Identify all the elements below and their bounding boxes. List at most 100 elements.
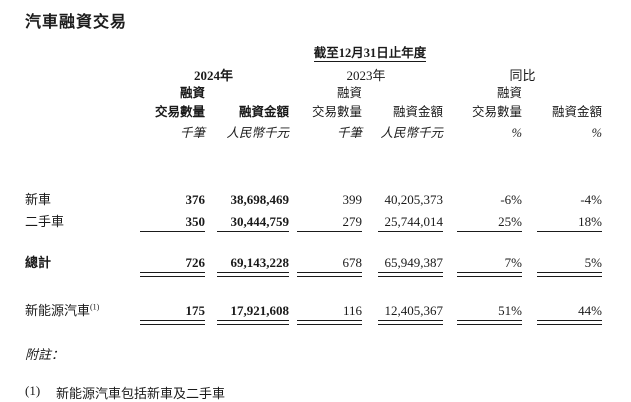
cell-value: 25,744,014 bbox=[378, 215, 443, 232]
cell-amount-yoy: -4% bbox=[522, 185, 602, 206]
units-row: 千筆 人民幣千元 千筆 人民幣千元 % % bbox=[25, 118, 602, 139]
cell-volume-2024: 726 bbox=[138, 249, 205, 277]
cell-value: -6% bbox=[500, 192, 522, 207]
cell-volume-2023: 279 bbox=[289, 206, 362, 232]
cell-value: 7% bbox=[457, 256, 522, 277]
cell-value: 376 bbox=[185, 192, 206, 207]
cell-volume-yoy: -6% bbox=[443, 185, 522, 206]
year-header-row: 2024年 2023年 同比 bbox=[25, 62, 602, 82]
unit-label: 千筆 bbox=[179, 125, 205, 140]
financing-label-2023: 融資 bbox=[289, 82, 362, 99]
cell-value: 38,698,469 bbox=[230, 192, 290, 207]
empty-cell bbox=[522, 82, 602, 99]
cell-value: 44% bbox=[537, 304, 603, 325]
unit-label: % bbox=[591, 125, 603, 140]
financing-label-2024: 融資 bbox=[138, 82, 205, 99]
cell-value: 678 bbox=[297, 256, 362, 277]
note-item: (1) 新能源汽車包括新車及二手車 bbox=[25, 383, 225, 402]
cell-value: -4% bbox=[580, 192, 603, 207]
cell-amount-2023: 65,949,387 bbox=[362, 249, 443, 277]
cell-value: 18% bbox=[537, 215, 603, 232]
financing-label: 融資 bbox=[336, 85, 362, 100]
cell-amount-2023: 40,205,373 bbox=[362, 185, 444, 207]
header-volume-2024: 交易數量 bbox=[138, 99, 205, 118]
header-volume-yoy: 交易數量 bbox=[443, 99, 522, 118]
unit-pct-amount: % bbox=[522, 118, 602, 139]
cell-amount-yoy: 44% bbox=[522, 297, 603, 325]
cell-value: 17,921,608 bbox=[217, 304, 289, 325]
unit-thousand-2023: 千筆 bbox=[289, 118, 362, 139]
cell-value: 40,205,373 bbox=[384, 192, 444, 207]
row-label: 新車 bbox=[25, 192, 52, 207]
empty-cell bbox=[362, 82, 443, 99]
cell-value: 279 bbox=[297, 215, 362, 232]
cell-volume-2024: 350 bbox=[138, 206, 205, 232]
row-label: 總計 bbox=[25, 255, 52, 270]
header-amount-2023: 融資金額 bbox=[362, 99, 443, 118]
empty-cell bbox=[25, 62, 138, 82]
cell-volume-yoy: 51% bbox=[443, 297, 522, 325]
volume-header: 交易數量 bbox=[311, 104, 362, 119]
empty-cell bbox=[25, 99, 138, 118]
header-amount-2024: 融資金額 bbox=[205, 99, 289, 118]
table-row-used-car: 二手車 350 30,444,759 279 25,744,014 25% 18… bbox=[25, 206, 603, 232]
row-label: 二手車 bbox=[25, 214, 65, 229]
year-2023: 2023年 bbox=[346, 68, 386, 83]
unit-rmb-2023: 人民幣千元 bbox=[362, 118, 443, 139]
cell-amount-2023: 25,744,014 bbox=[362, 206, 443, 232]
volume-header: 交易數量 bbox=[154, 104, 205, 119]
cell-value: 65,949,387 bbox=[378, 256, 443, 277]
note-marker: (1) bbox=[25, 383, 41, 398]
empty-cell bbox=[205, 82, 289, 99]
period-header: 截至12月31日止年度 bbox=[313, 46, 427, 62]
empty-cell bbox=[25, 42, 138, 62]
header-volume-2023: 交易數量 bbox=[289, 99, 362, 118]
cell-volume-2024: 175 bbox=[138, 297, 205, 325]
row-label: 新能源汽車(1) bbox=[25, 297, 138, 317]
auto-financing-table: 截至12月31日止年度 2024年 2023年 同比 融資 融資 融資 交易數量… bbox=[25, 42, 603, 325]
cell-volume-2023: 399 bbox=[289, 185, 363, 206]
empty-cell bbox=[25, 82, 138, 99]
empty-cell bbox=[25, 118, 138, 139]
spacer-row bbox=[25, 139, 602, 185]
cell-amount-yoy: 18% bbox=[522, 206, 603, 232]
financing-label-yoy: 融資 bbox=[443, 82, 522, 99]
cell-value: 350 bbox=[140, 215, 205, 232]
note-text: 新能源汽車包括新車及二手車 bbox=[56, 386, 226, 401]
cell-amount-2024: 30,444,759 bbox=[205, 206, 289, 232]
amount-header: 融資金額 bbox=[238, 104, 289, 119]
notes-section: 附註： (1) 新能源汽車包括新車及二手車 bbox=[25, 344, 225, 402]
year-2024: 2024年 bbox=[193, 68, 233, 83]
row-label-text: 新能源汽車 bbox=[25, 303, 91, 318]
amount-header: 融資金額 bbox=[552, 104, 603, 119]
table-row-nev: 新能源汽車(1) 175 17,921,608 116 12,405,367 5… bbox=[25, 297, 603, 325]
financing-label-row: 融資 融資 融資 bbox=[25, 82, 602, 99]
header-amount-yoy: 融資金額 bbox=[522, 99, 602, 118]
unit-thousand-2024: 千筆 bbox=[138, 118, 205, 139]
amount-header: 融資金額 bbox=[392, 104, 443, 119]
unit-label: % bbox=[511, 125, 522, 140]
unit-rmb-2024: 人民幣千元 bbox=[205, 118, 289, 139]
unit-label: 人民幣千元 bbox=[226, 125, 289, 140]
table-row-new-car: 新車 376 38,698,469 399 40,205,373 -6% -4% bbox=[25, 185, 602, 206]
cell-amount-2024: 17,921,608 bbox=[205, 297, 289, 325]
cell-amount-2024: 69,143,228 bbox=[205, 249, 289, 277]
cell-volume-yoy: 25% bbox=[443, 206, 522, 232]
cell-volume-2024: 376 bbox=[138, 185, 206, 207]
year-yoy: 同比 bbox=[509, 68, 536, 83]
cell-value: 175 bbox=[140, 304, 205, 325]
cell-volume-2023: 678 bbox=[289, 249, 362, 277]
notes-heading: 附註： bbox=[25, 347, 65, 362]
cell-volume-yoy: 7% bbox=[443, 249, 522, 277]
cell-value: 69,143,228 bbox=[217, 256, 289, 277]
cell-value: 116 bbox=[297, 304, 362, 325]
unit-label: 人民幣千元 bbox=[380, 125, 443, 140]
unit-label: 千筆 bbox=[336, 125, 362, 140]
financing-label: 融資 bbox=[496, 85, 522, 100]
cell-amount-2024: 38,698,469 bbox=[205, 185, 290, 207]
cell-value: 5% bbox=[537, 256, 603, 277]
cell-value: 30,444,759 bbox=[217, 215, 289, 232]
period-header-cell: 截至12月31日止年度 bbox=[138, 42, 602, 62]
volume-header: 交易數量 bbox=[471, 104, 522, 119]
